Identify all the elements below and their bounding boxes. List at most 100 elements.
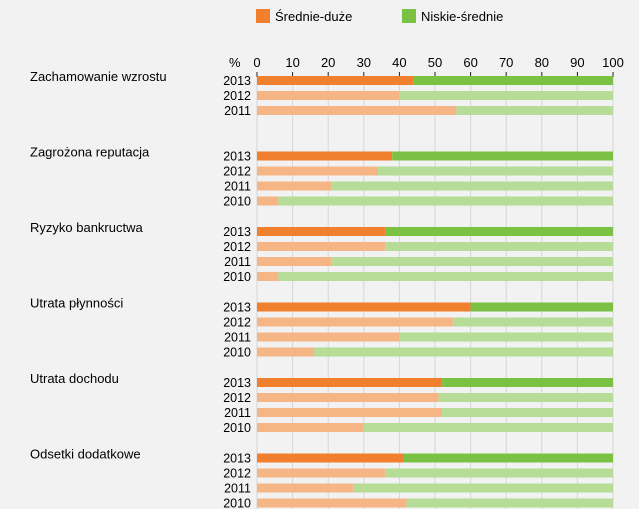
bar-segment-niskie-srednie bbox=[353, 483, 613, 493]
bar-segment-niskie-srednie bbox=[402, 453, 613, 463]
year-label: 2010 bbox=[223, 270, 251, 284]
x-tick-label: 30 bbox=[357, 55, 371, 70]
bar-segment-niskie-srednie bbox=[313, 347, 613, 357]
legend-label-niskie-srednie: Niskie-średnie bbox=[421, 9, 503, 24]
bar-segment-niskie-srednie bbox=[399, 91, 613, 100]
bar-segment-srednie-duze bbox=[257, 91, 400, 100]
bar-segment-srednie-duze bbox=[257, 378, 443, 387]
bar-segment-niskie-srednie bbox=[442, 378, 613, 387]
bar-segment-srednie-duze bbox=[257, 483, 354, 493]
bar-segment-niskie-srednie bbox=[385, 242, 613, 251]
year-label: 2012 bbox=[223, 240, 251, 254]
year-label: 2010 bbox=[223, 421, 251, 435]
year-label: 2012 bbox=[223, 316, 251, 330]
category-label: Zagrożona reputacja bbox=[30, 145, 150, 160]
year-label: 2013 bbox=[223, 301, 251, 315]
bar-segment-srednie-duze bbox=[257, 272, 279, 281]
year-label: 2011 bbox=[224, 255, 251, 269]
bar-segment-srednie-duze bbox=[257, 453, 403, 463]
year-label: 2013 bbox=[223, 150, 251, 164]
category-label: Ryzyko bankructwa bbox=[30, 220, 143, 235]
category-label: Utrata dochodu bbox=[30, 371, 119, 386]
bar-segment-srednie-duze bbox=[257, 106, 457, 115]
bar-segment-niskie-srednie bbox=[278, 272, 613, 281]
year-label: 2013 bbox=[223, 225, 251, 239]
legend-swatch-niskie-srednie bbox=[402, 9, 416, 23]
year-label: 2011 bbox=[224, 180, 251, 194]
chart-groups: Zachamowanie wzrostu 201320122011Zagrożon… bbox=[30, 69, 613, 509]
x-tick-label: 100 bbox=[602, 55, 624, 70]
x-tick-label: 40 bbox=[392, 55, 406, 70]
bar-segment-niskie-srednie bbox=[385, 468, 613, 478]
bar-segment-niskie-srednie bbox=[456, 106, 613, 115]
bar-segment-srednie-duze bbox=[257, 408, 443, 417]
x-tick-label: 60 bbox=[463, 55, 477, 70]
bar-segment-niskie-srednie bbox=[452, 317, 613, 327]
bar-segment-srednie-duze bbox=[257, 347, 314, 357]
bar-segment-srednie-duze bbox=[257, 76, 414, 85]
x-tick-label: 80 bbox=[535, 55, 549, 70]
bar-segment-niskie-srednie bbox=[438, 393, 613, 402]
bar-segment-niskie-srednie bbox=[406, 498, 613, 508]
bar-segment-niskie-srednie bbox=[442, 408, 613, 417]
legend-label-srednie-duze: Średnie-duże bbox=[275, 9, 352, 24]
year-label: 2010 bbox=[223, 195, 251, 209]
bar-segment-srednie-duze bbox=[257, 332, 400, 342]
year-label: 2012 bbox=[223, 391, 251, 405]
year-label: 2011 bbox=[224, 104, 251, 118]
bar-segment-srednie-duze bbox=[257, 242, 386, 251]
bar-segment-srednie-duze bbox=[257, 393, 439, 402]
bar-segment-niskie-srednie bbox=[331, 181, 613, 191]
bar-segment-srednie-duze bbox=[257, 257, 332, 266]
bar-segment-srednie-duze bbox=[257, 302, 471, 312]
bar-segment-srednie-duze bbox=[257, 468, 386, 478]
year-label: 2010 bbox=[223, 346, 251, 360]
bar-segment-niskie-srednie bbox=[278, 196, 613, 206]
bar-segment-srednie-duze bbox=[257, 181, 332, 191]
category-label: Utrata płynności bbox=[30, 296, 123, 311]
bar-segment-srednie-duze bbox=[257, 227, 386, 236]
category-label: Zachamowanie wzrostu bbox=[30, 69, 167, 84]
bar-segment-srednie-duze bbox=[257, 317, 453, 327]
bar-segment-niskie-srednie bbox=[385, 227, 613, 236]
x-tick-label: 90 bbox=[570, 55, 584, 70]
bar-segment-niskie-srednie bbox=[392, 151, 613, 161]
legend-swatch-srednie-duze bbox=[256, 9, 270, 23]
year-label: 2013 bbox=[223, 74, 251, 88]
x-tick-label: 20 bbox=[321, 55, 335, 70]
bar-segment-srednie-duze bbox=[257, 498, 407, 508]
bar-segment-niskie-srednie bbox=[399, 332, 613, 342]
year-label: 2011 bbox=[224, 406, 251, 420]
year-label: 2010 bbox=[223, 497, 251, 509]
year-label: 2013 bbox=[223, 376, 251, 390]
percent-symbol: % bbox=[229, 55, 241, 70]
category-label: Odsetki dodatkowe bbox=[30, 447, 141, 462]
chart-legend: Średnie-duże Niskie-średnie bbox=[256, 9, 503, 24]
bar-segment-srednie-duze bbox=[257, 166, 379, 176]
bar-segment-srednie-duze bbox=[257, 151, 393, 161]
bar-segment-niskie-srednie bbox=[363, 423, 613, 432]
x-tick-label: 10 bbox=[285, 55, 299, 70]
bar-segment-niskie-srednie bbox=[331, 257, 613, 266]
bar-segment-niskie-srednie bbox=[378, 166, 613, 176]
x-tick-label: 50 bbox=[428, 55, 442, 70]
year-label: 2012 bbox=[223, 467, 251, 481]
bar-segment-srednie-duze bbox=[257, 423, 364, 432]
x-tick-label: 70 bbox=[499, 55, 513, 70]
bar-segment-srednie-duze bbox=[257, 196, 279, 206]
x-axis: % 0 10 20 30 40 50 60 70 80 90 100 bbox=[229, 55, 624, 78]
bar-segment-niskie-srednie bbox=[413, 76, 613, 85]
year-label: 2012 bbox=[223, 165, 251, 179]
bar-segment-niskie-srednie bbox=[470, 302, 613, 312]
grid bbox=[256, 77, 614, 509]
year-label: 2011 bbox=[224, 331, 251, 345]
x-tick-label: 0 bbox=[253, 55, 260, 70]
year-label: 2012 bbox=[223, 89, 251, 103]
